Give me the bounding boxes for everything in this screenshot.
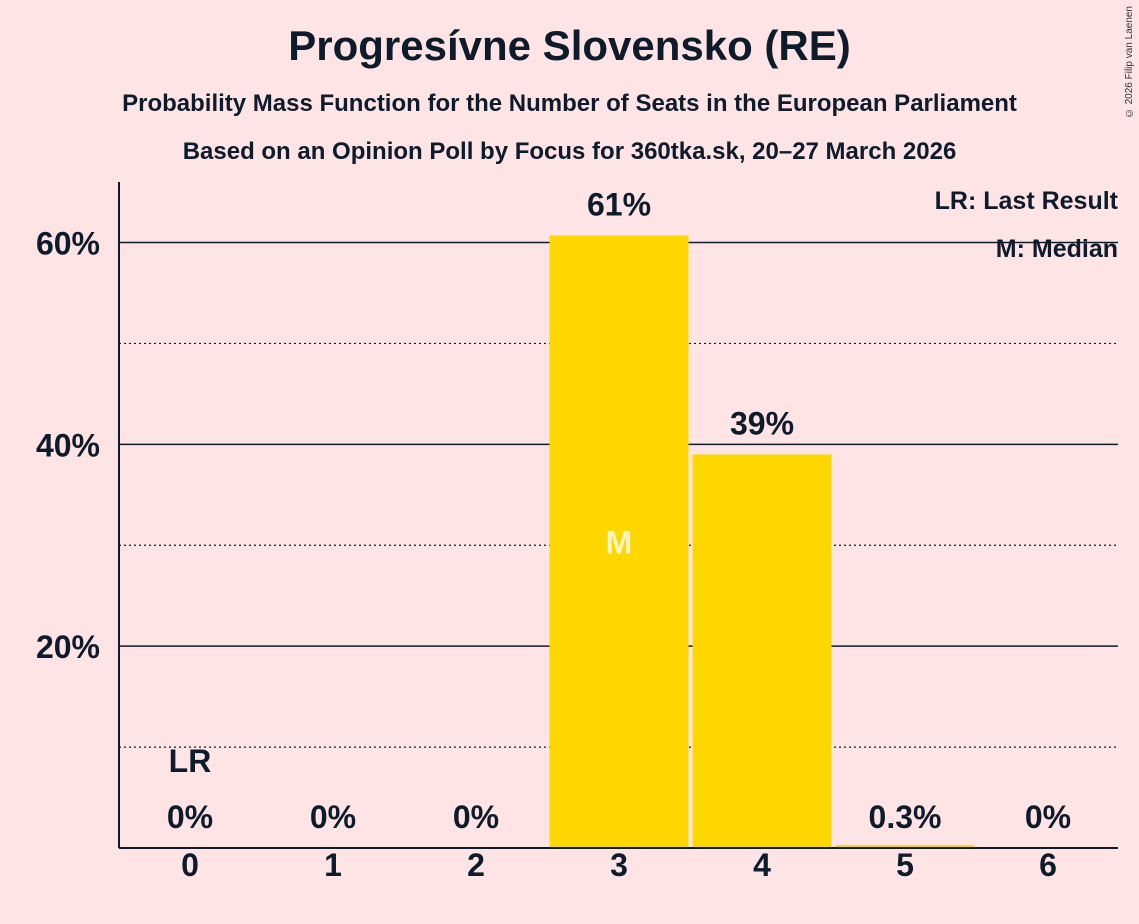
value-label-seat-3: 61% bbox=[587, 186, 651, 222]
x-tick-label: 5 bbox=[896, 847, 914, 883]
legend: LR: Last Result M: Median bbox=[935, 187, 1119, 263]
chart-title: Progresívne Slovensko (RE) bbox=[288, 22, 851, 69]
value-label-seat-6: 0% bbox=[1025, 799, 1071, 835]
value-label-seat-5: 0.3% bbox=[869, 799, 942, 835]
x-tick-label: 4 bbox=[753, 847, 771, 883]
chart-subtitle-method: Probability Mass Function for the Number… bbox=[122, 90, 1017, 117]
legend-entry: LR: Last Result bbox=[935, 187, 1119, 215]
bars bbox=[549, 235, 975, 848]
x-tick-label: 3 bbox=[610, 847, 628, 883]
axes bbox=[118, 182, 1118, 849]
value-label-seat-4: 39% bbox=[730, 405, 794, 441]
labels: 20% 40% 60% 0% 0 0% 1 0% 2 61% 3 39% 4 0.3% 5 0% 6 M LR bbox=[36, 186, 1071, 883]
y-tick-label: 40% bbox=[36, 427, 100, 463]
chart-subtitle-source: Based on an Opinion Poll by Focus for 36… bbox=[182, 138, 957, 165]
bar-seat-3 bbox=[549, 235, 689, 848]
legend-entry: M: Median bbox=[996, 235, 1118, 263]
median-marker: M bbox=[606, 525, 633, 561]
value-label-seat-0: 0% bbox=[167, 799, 213, 835]
x-tick-label: 6 bbox=[1039, 847, 1057, 883]
last-result-marker: LR bbox=[169, 743, 212, 779]
value-label-seat-2: 0% bbox=[453, 799, 499, 835]
x-tick-label: 2 bbox=[467, 847, 485, 883]
bar-seat-5 bbox=[835, 844, 975, 848]
x-tick-label: 1 bbox=[324, 847, 342, 883]
bar-seat-4 bbox=[692, 454, 832, 848]
x-tick-label: 0 bbox=[181, 847, 199, 883]
y-tick-label: 20% bbox=[36, 629, 100, 665]
value-label-seat-1: 0% bbox=[310, 799, 356, 835]
y-tick-label: 60% bbox=[36, 226, 100, 262]
